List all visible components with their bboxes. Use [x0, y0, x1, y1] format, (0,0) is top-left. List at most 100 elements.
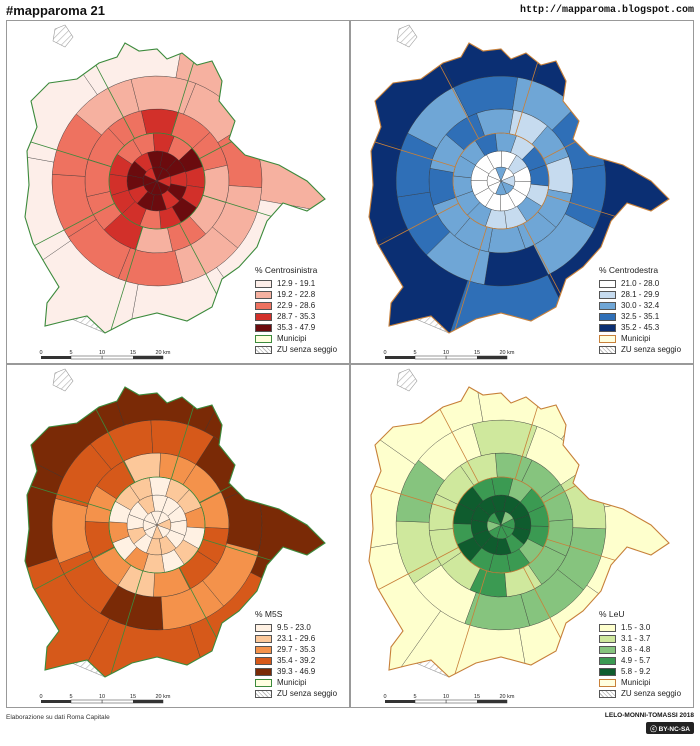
legend-swatch [599, 301, 616, 310]
zone [369, 120, 408, 266]
footer-source: Elaborazione su dati Roma Capitale [6, 714, 110, 721]
legend-swatch [599, 678, 616, 687]
zone [561, 387, 669, 508]
legend-swatch [255, 301, 272, 310]
municipi-border [368, 386, 670, 678]
legend-swatch [599, 656, 616, 665]
scale-tick: 0 [39, 694, 42, 700]
zu-area [52, 368, 74, 392]
legend-class-label: 32.5 - 35.1 [621, 312, 660, 321]
map-panel-m5s: 0 5 10 15 20 km % M5S 9.5 - 23.0 23.1 - 29.6 29.… [6, 364, 350, 708]
legend-class-label: 28.7 - 35.3 [277, 312, 316, 321]
scale-tick: 5 [413, 694, 416, 700]
map-panel-centrosinistra: 0 5 10 15 20 km % Centrosinistra 12.9 - 19.1 19… [6, 20, 350, 364]
legend-zu-label: ZU senza seggio [621, 345, 682, 354]
legend-leu: % LeU 1.5 - 3.0 3.1 - 3.7 3.8 - 4.8 4.9 - 5.… [599, 609, 681, 699]
legend-municipi: Municipi [255, 333, 337, 344]
legend-municipi: Municipi [599, 333, 681, 344]
scale-tick: 10 [443, 350, 449, 356]
legend-centrosinistra: % Centrosinistra 12.9 - 19.1 19.2 - 22.8 22… [255, 265, 337, 355]
legend-class: 21.0 - 28.0 [599, 278, 681, 289]
legend-class: 39.3 - 46.9 [255, 666, 337, 677]
scale-tick: 20 km [500, 350, 515, 356]
legend-swatch-hatch [255, 345, 272, 354]
legend-zu-label: ZU senza seggio [277, 689, 338, 698]
legend-class-label: 1.5 - 3.0 [621, 623, 651, 632]
legend-zu: ZU senza seggio [255, 344, 337, 355]
blog-url[interactable]: http://mapparoma.blogspot.com [519, 5, 694, 16]
legend-class-label: 3.1 - 3.7 [621, 634, 651, 643]
legend-swatch [599, 312, 616, 321]
legend-swatch [599, 290, 616, 299]
legend-zu-label: ZU senza seggio [277, 345, 338, 354]
footer-authors: LELO-MONNI-TOMASSI 2018 [604, 712, 694, 719]
legend-zu: ZU senza seggio [255, 688, 337, 699]
legend-swatch [255, 656, 272, 665]
zone [416, 43, 562, 88]
legend-class: 35.3 - 47.9 [255, 322, 337, 333]
legend-class-label: 30.0 - 32.4 [621, 301, 660, 310]
scale-bar: 0 5 10 15 20 km [39, 350, 171, 360]
legend-class-label: 35.2 - 45.3 [621, 323, 660, 332]
legend-swatch [599, 623, 616, 632]
legend-class-label: 23.1 - 29.6 [277, 634, 316, 643]
legend-class-label: 3.8 - 4.8 [621, 645, 651, 654]
scale-tick: 15 [474, 350, 480, 356]
zone [25, 146, 71, 290]
municipi-border [24, 42, 326, 334]
legend-swatch [599, 334, 616, 343]
legend-swatch [599, 279, 616, 288]
legend-swatch-hatch [599, 689, 616, 698]
scale-bar: 0 5 10 15 20 km [39, 694, 171, 704]
legend-zu: ZU senza seggio [599, 688, 681, 699]
zone [391, 610, 534, 677]
zone [25, 438, 64, 585]
page-title: #mapparoma 21 [6, 3, 105, 18]
legend-swatch [599, 634, 616, 643]
legend-class: 3.1 - 3.7 [599, 633, 681, 644]
legend-swatch-hatch [599, 345, 616, 354]
legend-title: % LeU [599, 609, 625, 619]
legend-swatch [255, 634, 272, 643]
legend-class: 22.9 - 28.6 [255, 300, 337, 311]
legend-title: % M5S [255, 609, 283, 619]
legend-swatch-hatch [255, 689, 272, 698]
legend-class: 32.5 - 35.1 [599, 311, 681, 322]
legend-class: 28.1 - 29.9 [599, 289, 681, 300]
legend-swatch [599, 645, 616, 654]
legend-class-label: 5.8 - 9.2 [621, 667, 651, 676]
legend-class: 12.9 - 19.1 [255, 278, 337, 289]
legend-swatch [255, 623, 272, 632]
legend-zu: ZU senza seggio [599, 344, 681, 355]
scale-tick: 5 [69, 694, 72, 700]
legend-class: 29.7 - 35.3 [255, 644, 337, 655]
scale-tick: 0 [383, 694, 386, 700]
legend-swatch [255, 290, 272, 299]
legend-class: 19.2 - 22.8 [255, 289, 337, 300]
license-text: BY-NC-SA [658, 726, 690, 733]
zone [369, 415, 416, 558]
legend-class: 9.5 - 23.0 [255, 622, 337, 633]
legend-class-label: 28.1 - 29.9 [621, 290, 660, 299]
legend-class: 35.2 - 45.3 [599, 322, 681, 333]
zone [250, 465, 325, 612]
legend-zu-label: ZU senza seggio [621, 689, 682, 698]
legend-class-label: 12.9 - 19.1 [277, 279, 316, 288]
scale-tick: 15 [130, 350, 136, 356]
legend-class: 30.0 - 32.4 [599, 300, 681, 311]
legend-municipi-label: Municipi [621, 678, 651, 687]
legend-class: 23.1 - 29.6 [255, 633, 337, 644]
legend-municipi-label: Municipi [621, 334, 651, 343]
legend-class-label: 39.3 - 46.9 [277, 667, 316, 676]
legend-swatch [255, 334, 272, 343]
legend-class: 1.5 - 3.0 [599, 622, 681, 633]
legend-swatch [255, 279, 272, 288]
cc-license-badge: ⓒ BY-NC-SA [646, 722, 694, 734]
legend-swatch [599, 323, 616, 332]
scale-tick: 5 [413, 350, 416, 356]
legend-title: % Centrodestra [599, 265, 659, 275]
legend-swatch [255, 667, 272, 676]
legend-class: 3.8 - 4.8 [599, 644, 681, 655]
legend-class-label: 29.7 - 35.3 [277, 645, 316, 654]
scale-tick: 15 [130, 694, 136, 700]
